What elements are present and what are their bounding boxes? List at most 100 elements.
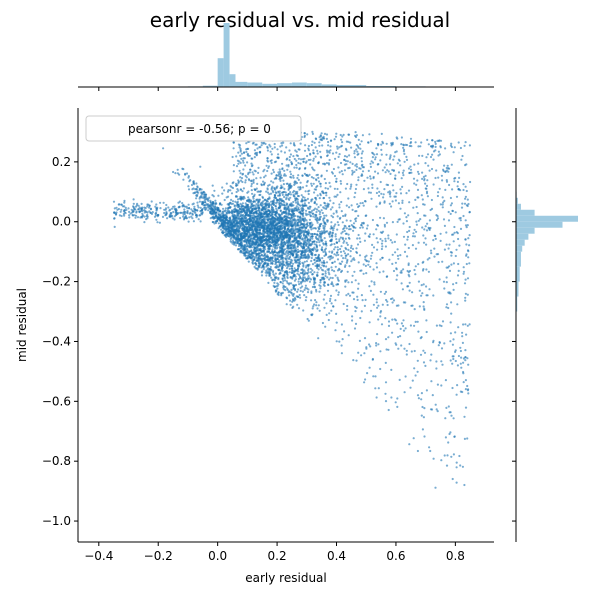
scatter-point bbox=[273, 238, 276, 241]
scatter-point bbox=[311, 140, 314, 143]
scatter-point bbox=[430, 198, 433, 202]
scatter-point bbox=[287, 241, 290, 244]
scatter-point bbox=[385, 153, 388, 156]
scatter-point bbox=[285, 303, 288, 306]
scatter-point bbox=[435, 408, 438, 411]
scatter-point bbox=[225, 196, 228, 199]
scatter-point bbox=[315, 179, 318, 182]
scatter-point bbox=[292, 142, 296, 145]
scatter-point bbox=[440, 360, 443, 363]
scatter-point bbox=[413, 163, 416, 166]
scatter-point bbox=[344, 214, 347, 217]
scatter-point bbox=[363, 337, 367, 340]
scatter-point bbox=[420, 294, 423, 297]
scatter-point bbox=[391, 331, 394, 334]
scatter-point bbox=[280, 248, 283, 251]
scatter-point bbox=[337, 253, 340, 256]
scatter-point bbox=[344, 159, 347, 162]
scatter-point bbox=[324, 223, 327, 226]
scatter-point bbox=[287, 213, 290, 216]
scatter-point bbox=[135, 204, 138, 207]
scatter-point bbox=[369, 175, 372, 178]
scatter-point bbox=[191, 188, 194, 191]
scatter-point bbox=[237, 217, 240, 220]
scatter-point bbox=[198, 197, 201, 200]
scatter-point bbox=[310, 226, 313, 229]
scatter-point bbox=[211, 200, 214, 204]
scatter-point bbox=[292, 200, 295, 204]
scatter-point bbox=[167, 206, 170, 209]
scatter-point bbox=[461, 154, 464, 158]
y-hist-bar bbox=[516, 296, 518, 312]
scatter-point bbox=[344, 285, 347, 288]
scatter-point bbox=[371, 251, 374, 254]
scatter-point bbox=[196, 195, 199, 198]
scatter-point bbox=[224, 213, 227, 216]
scatter-point bbox=[296, 290, 299, 293]
scatter-point bbox=[164, 214, 167, 217]
scatter-point bbox=[442, 280, 446, 283]
scatter-point bbox=[355, 165, 359, 168]
scatter-point bbox=[377, 304, 380, 307]
scatter-point bbox=[416, 212, 419, 215]
scatter-point bbox=[259, 257, 262, 260]
scatter-point bbox=[339, 191, 342, 194]
scatter-point bbox=[323, 254, 326, 257]
scatter-point bbox=[421, 261, 424, 264]
scatter-point bbox=[302, 309, 305, 312]
scatter-point bbox=[270, 241, 273, 244]
scatter-point bbox=[319, 287, 322, 290]
scatter-point bbox=[281, 254, 284, 257]
scatter-point bbox=[384, 338, 388, 341]
y-hist-bar bbox=[516, 215, 578, 222]
scatter-point bbox=[316, 271, 319, 274]
scatter-point bbox=[450, 455, 453, 458]
scatter-point bbox=[421, 171, 424, 174]
scatter-point bbox=[390, 205, 393, 208]
scatter-point bbox=[274, 244, 277, 247]
scatter-point bbox=[321, 239, 324, 242]
scatter-point bbox=[289, 258, 293, 261]
scatter-point bbox=[319, 215, 322, 218]
scatter-point bbox=[155, 211, 158, 215]
scatter-point bbox=[317, 268, 320, 271]
scatter-point bbox=[258, 222, 261, 225]
scatter-point bbox=[310, 198, 313, 201]
scatter-point bbox=[296, 198, 299, 201]
scatter-point bbox=[308, 207, 311, 210]
scatter-point bbox=[247, 196, 250, 199]
scatter-point bbox=[307, 271, 310, 274]
scatter-point bbox=[319, 230, 322, 233]
scatter-point bbox=[347, 292, 350, 295]
scatter-point bbox=[355, 168, 358, 171]
scatter-point bbox=[317, 304, 320, 307]
scatter-point bbox=[345, 204, 348, 207]
scatter-point bbox=[460, 206, 464, 209]
scatter-point bbox=[243, 228, 246, 231]
scatter-point bbox=[458, 176, 461, 179]
scatter-point bbox=[326, 154, 329, 157]
scatter-point bbox=[366, 372, 369, 375]
scatter-point bbox=[338, 171, 341, 174]
scatter-point bbox=[211, 184, 214, 187]
scatter-point bbox=[449, 359, 452, 362]
scatter-point bbox=[270, 231, 273, 234]
x-marginal-histogram bbox=[187, 23, 456, 87]
scatter-point bbox=[349, 141, 352, 144]
scatter-point bbox=[183, 211, 186, 214]
scatter-point bbox=[318, 309, 321, 312]
scatter-point bbox=[237, 213, 240, 216]
scatter-point bbox=[242, 161, 245, 164]
scatter-point bbox=[375, 228, 378, 231]
scatter-point bbox=[282, 141, 285, 144]
scatter-point bbox=[359, 226, 362, 229]
scatter-point bbox=[407, 167, 411, 170]
scatter-point bbox=[329, 297, 332, 300]
scatter-point bbox=[297, 174, 300, 177]
scatter-point bbox=[402, 268, 405, 271]
scatter-point bbox=[339, 180, 342, 183]
scatter-point bbox=[406, 238, 409, 241]
scatter-point bbox=[277, 190, 280, 193]
scatter-point bbox=[238, 197, 241, 200]
scatter-point bbox=[222, 223, 226, 226]
